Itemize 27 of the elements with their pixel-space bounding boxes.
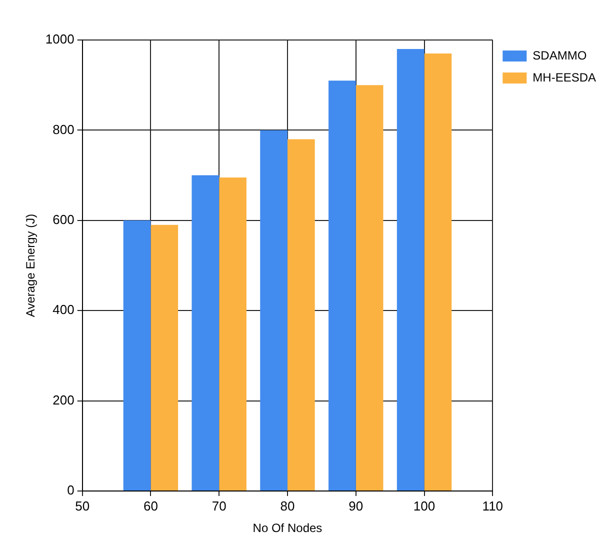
y-tick-label: 600 <box>52 212 74 227</box>
x-tick-label: 100 <box>413 498 436 514</box>
x-tick-label: 60 <box>143 498 158 514</box>
bar <box>328 80 356 490</box>
bar <box>287 139 315 490</box>
y-tick-label: 0 <box>67 482 74 498</box>
bar <box>192 175 220 490</box>
bar <box>424 54 452 490</box>
bar <box>356 85 384 490</box>
x-tick-label: 70 <box>212 498 226 514</box>
bar <box>123 220 151 490</box>
bar <box>150 224 178 490</box>
y-tick-label: 800 <box>52 122 74 137</box>
legend-label: MH-EESDA <box>532 70 596 84</box>
x-tick-label: 110 <box>482 498 504 514</box>
bar <box>396 49 424 490</box>
x-tick-label: 50 <box>75 498 90 514</box>
y-tick-label: 200 <box>52 392 74 408</box>
x-axis-title: No Of Nodes <box>252 521 322 536</box>
bar <box>219 178 246 490</box>
y-tick-label: 400 <box>52 302 74 318</box>
legend-label: SDAMMO <box>532 48 587 62</box>
bar <box>260 130 288 490</box>
y-axis-title: Average Energy (J) <box>24 214 38 318</box>
x-tick-label: 80 <box>280 498 295 514</box>
y-tick-label: 1000 <box>45 32 74 47</box>
x-tick-label: 90 <box>348 498 364 514</box>
